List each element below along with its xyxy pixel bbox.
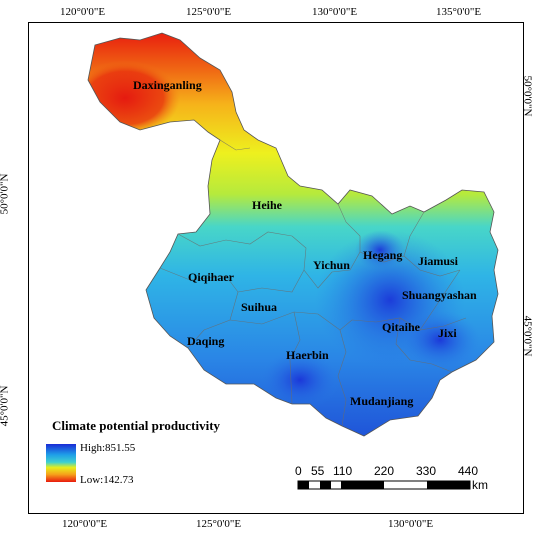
lon-label-top-120: 120°0'0"E	[60, 6, 106, 18]
scale-label-330: 330	[416, 464, 437, 478]
city-label-suihua: Suihua	[241, 300, 278, 314]
city-label-qiqihaer: Qiqihaer	[188, 270, 235, 284]
legend-high-label: High:851.55	[80, 442, 136, 454]
scale-label-110: 110	[333, 464, 353, 478]
city-label-shuangyashan: Shuangyashan	[402, 288, 477, 302]
scale-label-220: 220	[374, 464, 395, 478]
lon-label-top-135: 135°0'0"E	[436, 6, 482, 18]
city-label-jixi: Jixi	[438, 326, 457, 340]
scale-label-55: 55	[311, 464, 325, 478]
city-label-hegang: Hegang	[363, 248, 403, 262]
city-label-qitaihe: Qitaihe	[382, 320, 420, 334]
city-label-daxinganling: Daxinganling	[133, 78, 202, 92]
prefecture-borders	[159, 139, 467, 427]
lon-label-bottom-130: 130°0'0"E	[388, 518, 434, 530]
city-label-mudanjiang: Mudanjiang	[350, 394, 414, 408]
legend-title: Climate potential productivity	[52, 418, 221, 433]
lon-label-top-125: 125°0'0"E	[186, 6, 232, 18]
legend-color-ramp	[46, 444, 76, 482]
city-label-heihe: Heihe	[252, 198, 282, 212]
city-label-daqing: Daqing	[187, 334, 225, 348]
scale-label-0: 0	[295, 464, 302, 478]
city-label-haerbin: Haerbin	[286, 348, 329, 362]
lon-label-top-130: 130°0'0"E	[312, 6, 358, 18]
city-label-yichun: Yichun	[313, 258, 350, 272]
province-outline	[87, 32, 499, 437]
scale-label-440: 440	[458, 464, 479, 478]
lon-label-bottom-120: 120°0'0"E	[62, 518, 108, 530]
city-label-jiamusi: Jiamusi	[418, 254, 459, 268]
legend-low-label: Low:142.73	[80, 474, 134, 486]
scale-bar	[297, 480, 471, 490]
lon-label-bottom-125: 125°0'0"E	[196, 518, 242, 530]
scale-unit: km	[472, 478, 488, 492]
